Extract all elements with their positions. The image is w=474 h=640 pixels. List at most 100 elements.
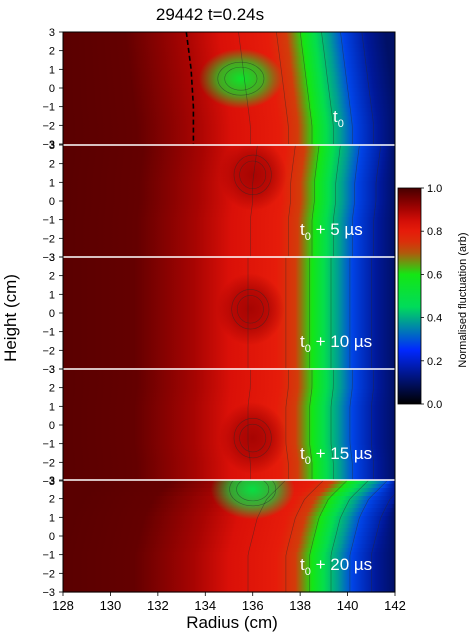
x-tick-label: 140 bbox=[337, 598, 359, 613]
x-axis-label: Radius (cm) bbox=[186, 613, 278, 632]
heatmap-panel: t0 + 20 µs bbox=[63, 480, 395, 593]
heatmap-row bbox=[63, 548, 395, 553]
heatmap-row bbox=[63, 556, 395, 561]
heatmap-row bbox=[63, 209, 395, 214]
heatmap-row bbox=[63, 560, 395, 565]
heatmap-row bbox=[63, 116, 395, 121]
y-axis-label: Height (cm) bbox=[1, 274, 20, 362]
heatmap-row bbox=[63, 357, 395, 362]
y-tick-label: −3 bbox=[42, 587, 55, 599]
contour-line bbox=[309, 369, 313, 481]
contour-line bbox=[217, 61, 265, 96]
contour-line bbox=[236, 480, 270, 502]
contour-line bbox=[311, 145, 320, 257]
y-tick-label: 3 bbox=[49, 475, 55, 487]
panel-label: t0 + 15 µs bbox=[300, 444, 372, 467]
y-tick-label: −3 bbox=[42, 364, 55, 376]
colorbar-tick-label: 1.0 bbox=[427, 183, 442, 195]
heatmap-row bbox=[63, 540, 395, 545]
heatmap-row bbox=[63, 241, 395, 246]
y-tick-label: 0 bbox=[49, 308, 55, 320]
contour-line bbox=[340, 32, 353, 144]
x-tick-label: 142 bbox=[384, 598, 406, 613]
contour-line bbox=[333, 145, 341, 257]
dashed-reference-line bbox=[185, 31, 195, 144]
heatmap-panel: t0 + 5 µs bbox=[63, 145, 395, 258]
heatmap-row bbox=[63, 253, 395, 258]
y-tick-label: −2 bbox=[42, 568, 55, 580]
contour-line bbox=[276, 32, 289, 144]
heatmap-row bbox=[63, 353, 395, 358]
heatmap-row bbox=[63, 269, 395, 274]
contour-line bbox=[247, 480, 286, 592]
heatmap-row bbox=[63, 389, 395, 394]
colorbar-tick-label: 0.2 bbox=[427, 356, 442, 368]
x-tick-label: 130 bbox=[100, 598, 122, 613]
y-tick-label: −3 bbox=[42, 476, 55, 488]
heatmap-row bbox=[63, 120, 395, 125]
heatmap-row bbox=[63, 40, 395, 45]
green-notch bbox=[210, 480, 295, 520]
heatmap-row bbox=[63, 544, 395, 549]
y-tick-label: 3 bbox=[49, 27, 55, 39]
contour-line bbox=[285, 480, 324, 592]
heatmap-row bbox=[63, 377, 395, 382]
heatmap-row bbox=[63, 265, 395, 270]
heatmap-row bbox=[63, 140, 395, 145]
colorbar bbox=[397, 187, 422, 405]
heatmap-row bbox=[63, 584, 395, 589]
contour-line bbox=[330, 369, 334, 481]
heatmap-row bbox=[63, 528, 395, 533]
heatmap-row bbox=[63, 568, 395, 573]
contour-line bbox=[238, 32, 251, 144]
x-tick-label: 128 bbox=[52, 598, 74, 613]
contour-line bbox=[250, 145, 258, 257]
heatmap-row bbox=[63, 128, 395, 133]
x-tick-label: 134 bbox=[194, 598, 216, 613]
y-tick-label: 3 bbox=[49, 252, 55, 264]
contour-line bbox=[361, 32, 374, 144]
heatmap-row bbox=[63, 124, 395, 129]
panel-label: t0 + 5 µs bbox=[300, 220, 363, 243]
heatmap-row bbox=[63, 233, 395, 238]
heatmap-row bbox=[63, 136, 395, 141]
panel-label: t0 bbox=[333, 107, 344, 130]
contour-line bbox=[247, 369, 251, 481]
heatmap-row bbox=[63, 221, 395, 226]
y-tick-label: 1 bbox=[49, 64, 55, 76]
heatmap-row bbox=[63, 552, 395, 557]
heatmap-row bbox=[63, 217, 395, 222]
contour-line bbox=[352, 145, 360, 257]
heatmap-row bbox=[63, 349, 395, 354]
contour-line bbox=[231, 289, 270, 330]
heatmap-row bbox=[63, 225, 395, 230]
heatmap-row bbox=[63, 385, 395, 390]
heatmap-row bbox=[63, 580, 395, 585]
y-tick-label: 1 bbox=[49, 512, 55, 524]
heatmap-row bbox=[63, 512, 395, 517]
fluctuation-blob bbox=[218, 145, 287, 211]
heatmap-row bbox=[63, 257, 395, 262]
contour-line bbox=[371, 493, 395, 592]
heatmap-row bbox=[63, 44, 395, 49]
heatmap-row bbox=[63, 469, 395, 474]
y-tick-label: 1 bbox=[49, 401, 55, 413]
y-tick-label: −3 bbox=[42, 252, 55, 264]
heatmap-row bbox=[63, 341, 395, 346]
y-tick-label: 0 bbox=[49, 531, 55, 543]
heatmap-panel: t0 + 15 µs bbox=[63, 369, 395, 482]
contour-line bbox=[349, 369, 353, 481]
y-tick-label: −1 bbox=[42, 550, 55, 562]
heatmap-row bbox=[63, 337, 395, 342]
heatmap-row bbox=[63, 229, 395, 234]
heatmap-row bbox=[63, 393, 395, 398]
x-tick-label: 132 bbox=[147, 598, 169, 613]
heatmap-row bbox=[63, 473, 395, 478]
contour-line bbox=[239, 160, 267, 190]
heatmap-row bbox=[63, 36, 395, 41]
y-tick-label: 1 bbox=[49, 177, 55, 189]
heatmap-row bbox=[63, 381, 395, 386]
heatmap-row bbox=[63, 261, 395, 266]
contour-line bbox=[233, 154, 272, 195]
